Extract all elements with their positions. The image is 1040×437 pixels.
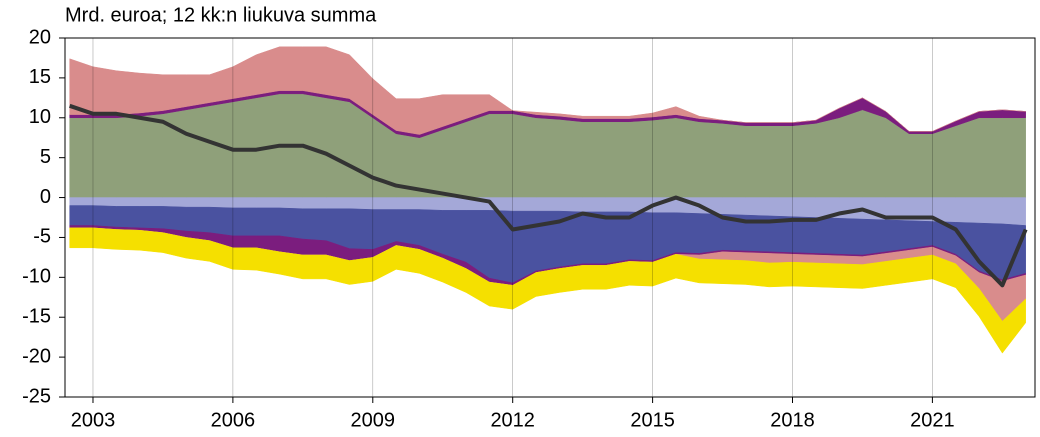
x-tick-label: 2021 <box>910 409 955 431</box>
line <box>69 103 1028 288</box>
x-tick-label: 2003 <box>71 409 116 431</box>
y-tick-label: 0 <box>40 186 51 208</box>
y-tick-label: 20 <box>29 26 51 48</box>
area <box>69 227 1026 354</box>
y-tick-label: -15 <box>22 306 51 328</box>
y-tick-label: -25 <box>22 385 51 407</box>
x-tick-label: 2018 <box>770 409 815 431</box>
x-tick-label: 2015 <box>630 409 675 431</box>
x-tick-label: 2012 <box>490 409 535 431</box>
x-tick-label: 2009 <box>351 409 396 431</box>
y-tick-label: -20 <box>22 345 51 367</box>
y-tick-label: -5 <box>33 226 51 248</box>
x-tick-label: 2006 <box>211 409 256 431</box>
plot-frame <box>64 37 1036 398</box>
chart-subtitle: Mrd. euroa; 12 kk:n liukuva summa <box>65 4 377 26</box>
area <box>69 46 1026 135</box>
y-tick-label: -10 <box>22 266 51 288</box>
y-tick-label: 10 <box>29 106 51 128</box>
y-tick-label: 5 <box>40 146 51 168</box>
y-tick-label: 15 <box>29 66 51 88</box>
